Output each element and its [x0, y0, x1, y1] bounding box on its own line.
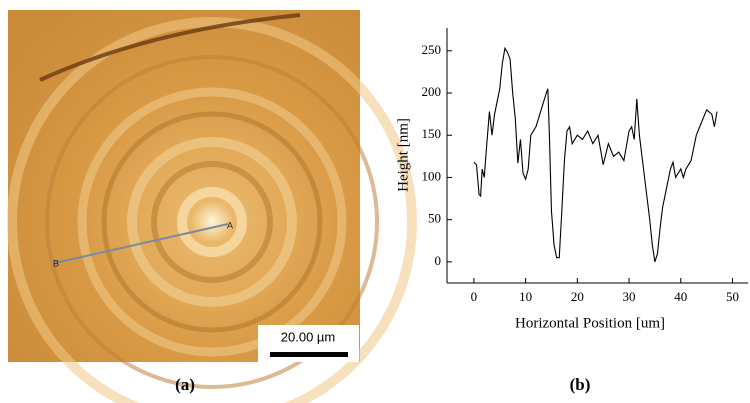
caption: (a): [175, 375, 195, 394]
caption: (b): [570, 375, 591, 394]
x-tick-label: 10: [519, 289, 532, 304]
y-tick-label: 100: [422, 168, 442, 183]
marker-label: A: [227, 220, 233, 230]
marker-label: B: [53, 258, 59, 268]
y-tick-label: 0: [435, 253, 442, 268]
y-tick-label: 50: [428, 211, 441, 226]
x-tick-label: 40: [674, 289, 687, 304]
y-tick-label: 150: [422, 126, 442, 141]
y-tick-label: 250: [422, 42, 442, 57]
scale-bar-label: 20.00 µm: [281, 329, 335, 344]
x-tick-label: 0: [471, 289, 478, 304]
y-axis-label: Height [nm]: [395, 118, 411, 192]
afm-image: B A 20.00 µm: [7, 10, 417, 403]
y-tick-label: 200: [422, 84, 442, 99]
x-tick-label: 30: [623, 289, 636, 304]
x-axis-label: Horizontal Position [um]: [515, 315, 665, 331]
x-tick-label: 50: [726, 289, 739, 304]
x-tick-label: 20: [571, 289, 584, 304]
data-line: [473, 46, 718, 263]
